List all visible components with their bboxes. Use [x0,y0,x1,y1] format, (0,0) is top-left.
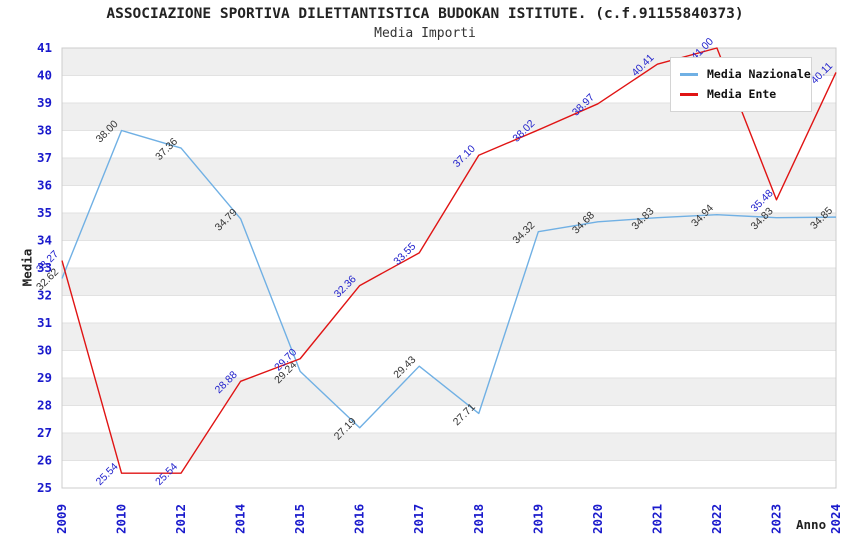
chart-subtitle: Media Importi [374,26,476,41]
x-tick-label: 2020 [590,504,605,534]
legend-item-media-nazionale: Media Nazionale [671,64,811,84]
x-tick-label: 2023 [768,504,783,534]
chart-title: ASSOCIAZIONE SPORTIVA DILETTANTISTICA BU… [106,6,744,22]
stripe-band [62,323,836,351]
series-line-media-ente [61,47,837,474]
stripe-band [62,158,836,186]
x-axis-ticks: 2009 2010 2012 2014 2015 2016 2017 2018 2019 2020… [54,504,843,534]
gridlines [62,47,836,489]
x-axis-title: Anno [796,517,827,532]
y-tick-label: 39 [37,95,52,110]
y-tick-label: 38 [37,123,52,138]
y-tick-label: 34 [37,233,52,248]
x-tick-label: 2022 [709,504,724,534]
data-label: 29.43 [391,354,418,381]
y-tick-label: 35 [37,205,52,220]
y-tick-label: 31 [37,315,52,330]
y-tick-label: 25 [37,480,52,495]
y-tick-label: 36 [37,178,52,193]
stripe-band [62,213,836,241]
x-tick-label: 2012 [173,504,188,534]
y-tick-label: 37 [37,150,52,165]
x-tick-label: 2009 [54,504,69,534]
x-tick-label: 2014 [233,504,248,534]
y-axis-title: Media [19,248,35,287]
y-tick-label: 33 [37,260,52,275]
x-tick-label: 2019 [530,504,545,534]
plot-stripes [62,48,836,461]
x-tick-label: 2016 [352,504,367,534]
x-tick-label: 2018 [471,504,486,534]
legend-swatch-media-nazionale [680,72,698,76]
y-tick-label: 28 [37,398,52,413]
y-axis-ticks: 25 26 27 28 29 30 31 32 33 34 35 36 37 38 39 40 41 [37,40,52,495]
stripe-band [62,378,836,406]
legend: Media Nazionale Media Ente [670,57,812,112]
legend-label-media-nazionale: Media Nazionale [707,67,811,81]
y-tick-label: 41 [37,40,52,55]
x-tick-label: 2021 [649,504,664,534]
y-tick-label: 30 [37,343,52,358]
y-tick-label: 40 [37,68,52,83]
y-tick-label: 29 [37,370,52,385]
stripe-band [62,268,836,296]
x-tick-label: 2024 [828,504,843,534]
y-tick-label: 26 [37,453,52,468]
y-tick-label: 32 [37,288,52,303]
data-label: 25.54 [94,461,121,488]
legend-label-media-ente: Media Ente [707,87,777,101]
x-tick-label: 2015 [292,504,307,534]
series-line-media-nazionale [61,129,837,429]
data-label: 25.54 [153,461,180,488]
x-tick-label: 2010 [114,504,129,534]
data-label: 33.55 [391,240,418,267]
x-tick-label: 2017 [411,504,426,534]
legend-swatch-media-ente [680,92,698,96]
stripe-band [62,433,836,461]
plot-border [61,47,837,489]
y-tick-label: 27 [37,425,52,440]
legend-item-media-ente: Media Ente [671,84,811,104]
